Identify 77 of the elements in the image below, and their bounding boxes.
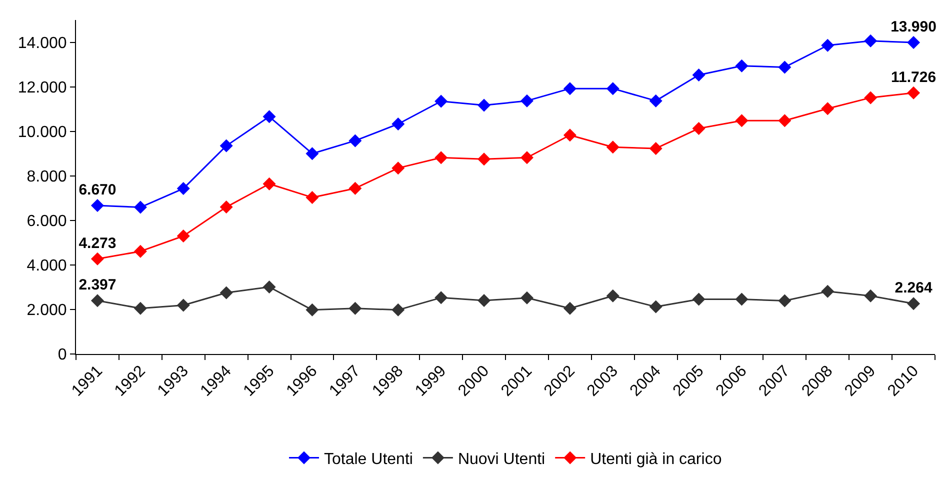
point (262, 280, 276, 294)
y-tick-label: 8.000 (26, 168, 67, 186)
point (134, 302, 147, 315)
legend-label: Utenti già in carico (590, 450, 722, 468)
point (176, 298, 190, 312)
point (520, 151, 534, 164)
point (606, 82, 620, 96)
point (606, 140, 620, 154)
point (434, 94, 448, 108)
point (90, 294, 104, 308)
y-tick-label: 14.000 (18, 34, 67, 52)
point (520, 291, 534, 304)
data-label: 13.990 (890, 18, 936, 36)
point (563, 82, 576, 96)
point (478, 98, 491, 112)
y-tick-label: 12.000 (18, 79, 67, 96)
point (176, 229, 190, 242)
point (392, 162, 405, 175)
point (692, 292, 706, 306)
point (563, 128, 576, 142)
point (821, 284, 834, 298)
point (220, 139, 233, 152)
y-tick-label: 4.000 (26, 258, 67, 275)
point (649, 300, 662, 314)
point (434, 151, 448, 164)
data-label: 2.264 (894, 280, 933, 297)
point (392, 117, 405, 130)
point (649, 94, 662, 108)
point (176, 182, 190, 196)
point (821, 102, 834, 116)
point (907, 297, 920, 310)
data-label: 4.273 (78, 234, 116, 252)
data-label: 11.726 (891, 68, 936, 86)
point (649, 142, 662, 155)
point (778, 60, 792, 74)
point (220, 200, 233, 214)
point (692, 68, 706, 82)
data-label: 6.670 (78, 181, 116, 198)
point (778, 294, 792, 308)
point (735, 292, 748, 306)
point (348, 182, 362, 195)
point (692, 122, 706, 135)
y-tick-label: 2.000 (26, 302, 67, 320)
point (392, 303, 405, 316)
point (220, 286, 233, 300)
point (864, 289, 878, 302)
point (520, 94, 534, 108)
legend-label: Nuovi Utenti (458, 450, 546, 468)
point (864, 34, 878, 48)
point (735, 59, 748, 72)
point (563, 302, 576, 315)
data-label: 2.397 (78, 276, 116, 294)
y-tick-label: 0 (58, 346, 67, 364)
point (306, 190, 319, 204)
point (348, 302, 362, 315)
point (907, 36, 920, 49)
y-tick-label: 10.000 (18, 124, 67, 141)
point (907, 86, 920, 100)
point (134, 244, 147, 258)
point (735, 114, 748, 128)
point (262, 110, 276, 124)
point (134, 200, 147, 214)
point (778, 114, 792, 128)
point (348, 134, 362, 148)
point (306, 147, 319, 160)
y-tick-label: 6.000 (26, 213, 67, 230)
point (262, 177, 276, 190)
point (90, 198, 104, 212)
point (821, 38, 834, 52)
point (478, 294, 491, 308)
legend-label: Totale Utenti (324, 450, 413, 468)
point (606, 289, 620, 302)
point (306, 303, 319, 316)
point (90, 252, 104, 266)
point (478, 152, 491, 166)
point (434, 291, 448, 304)
point (864, 91, 878, 104)
